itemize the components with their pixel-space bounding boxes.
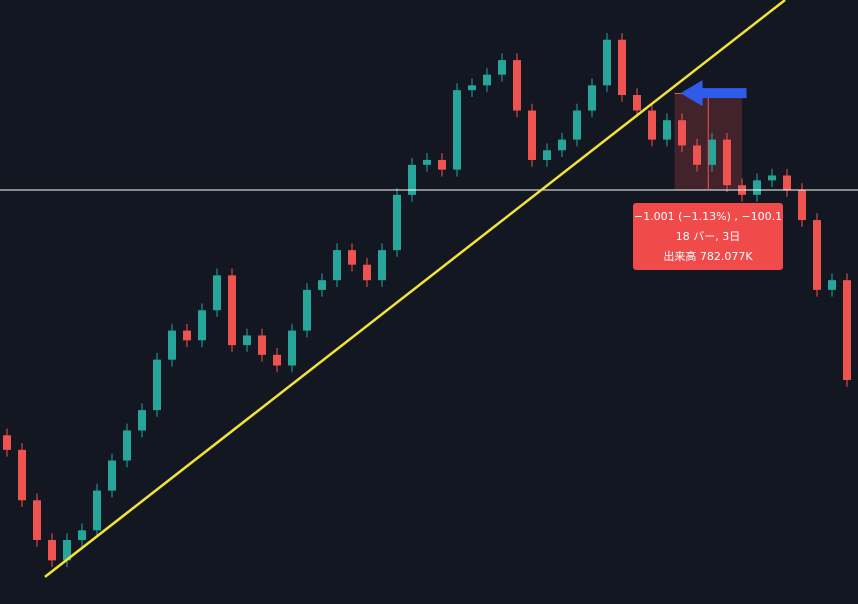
candle-body [468, 85, 476, 91]
candle-body [273, 354, 281, 366]
candle-body [558, 139, 566, 151]
tooltip-line: 18 バー, 3日 [676, 230, 741, 243]
candle-body [633, 95, 641, 111]
candle-body [453, 90, 461, 170]
candle-body [198, 310, 206, 341]
candle-body [573, 110, 581, 140]
candle-body [828, 280, 836, 290]
candle-body [63, 540, 71, 561]
trend-line [44, 0, 786, 578]
candle-body [3, 435, 11, 450]
candle-body [138, 410, 146, 431]
candle-body [348, 250, 356, 265]
candle-body [18, 449, 26, 501]
candle-body [93, 490, 101, 531]
tooltip-line: 出来高 782.077K [663, 249, 753, 263]
candle-body [153, 359, 161, 411]
tooltip-box [633, 203, 783, 271]
candle-body [768, 175, 776, 181]
tooltip-line: −1.001 (−1.13%) , −100.1 [634, 210, 782, 223]
candle-body [78, 530, 86, 541]
candle-body [33, 500, 41, 541]
candle-body [513, 60, 521, 111]
candle-body [813, 220, 821, 290]
candle-body [648, 110, 656, 140]
candle-body [723, 139, 731, 186]
candle-body [333, 250, 341, 281]
candle-body [393, 194, 401, 251]
candle-body [243, 335, 251, 346]
candle-body [363, 264, 371, 281]
candle-body [543, 150, 551, 160]
candle-body [168, 330, 176, 360]
candle-body [783, 175, 791, 191]
candle-body [663, 120, 671, 140]
candle-body [48, 540, 56, 561]
candle-body [408, 164, 416, 195]
candle-body [498, 60, 506, 75]
candle-body [258, 335, 266, 355]
pointer-arrow [680, 80, 747, 107]
candle-body [423, 159, 431, 165]
candle-body [318, 280, 326, 290]
candle-body [753, 180, 761, 195]
candle-body [798, 190, 806, 221]
candle-body [123, 430, 131, 461]
candle-body [678, 120, 686, 146]
candle-body [708, 139, 716, 165]
candle-body [183, 330, 191, 341]
candle-body [108, 460, 116, 491]
candle-body [288, 330, 296, 366]
candle-body [843, 280, 851, 381]
candle-body [483, 74, 491, 86]
candle-body [213, 275, 221, 311]
candle-body [693, 145, 701, 165]
candle-body [438, 159, 446, 170]
candle-body [303, 289, 311, 331]
candle-body [228, 275, 236, 346]
candle-body [528, 110, 536, 160]
candle-body [378, 250, 386, 281]
candle-body [588, 85, 596, 111]
candle-body [603, 39, 611, 86]
candle-body [618, 39, 626, 96]
